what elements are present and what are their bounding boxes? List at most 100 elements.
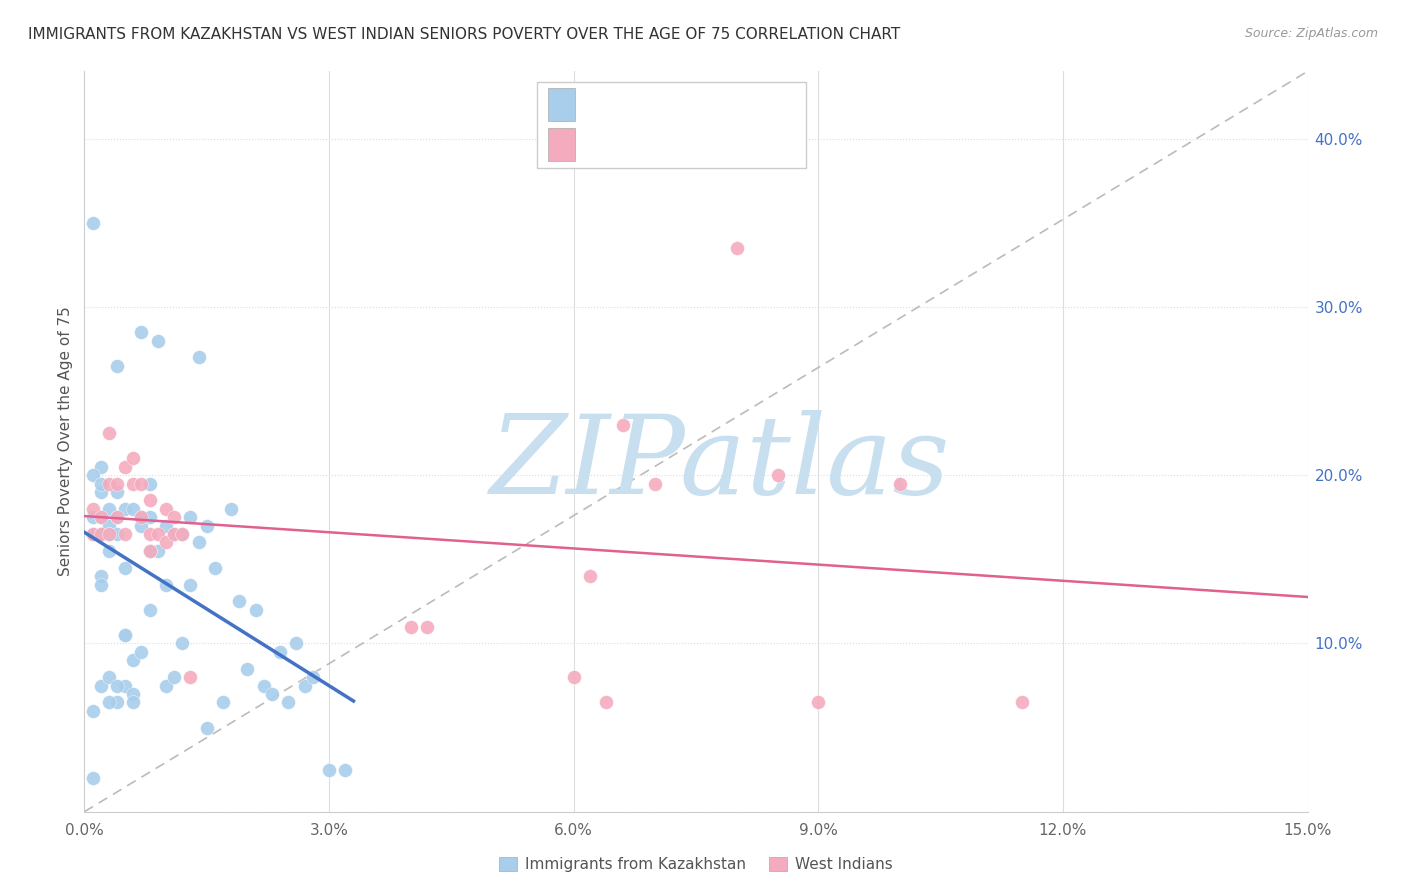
Point xyxy=(187,535,209,549)
Point xyxy=(163,527,186,541)
Point xyxy=(138,510,160,524)
Point xyxy=(416,619,439,633)
Point xyxy=(131,325,153,339)
Point xyxy=(146,334,169,348)
Point xyxy=(138,544,160,558)
Point xyxy=(122,695,145,709)
Point xyxy=(146,544,169,558)
Point xyxy=(195,518,218,533)
Point xyxy=(114,459,136,474)
Point xyxy=(82,468,104,483)
Point xyxy=(155,679,177,693)
Point xyxy=(163,527,186,541)
Point xyxy=(187,351,209,365)
Y-axis label: Seniors Poverty Over the Age of 75: Seniors Poverty Over the Age of 75 xyxy=(58,307,73,576)
Point xyxy=(579,569,602,583)
Point xyxy=(212,695,235,709)
Point xyxy=(807,695,830,709)
Point xyxy=(285,636,308,650)
Text: Source: ZipAtlas.com: Source: ZipAtlas.com xyxy=(1244,27,1378,40)
Point xyxy=(90,527,112,541)
Point xyxy=(122,501,145,516)
Point xyxy=(97,501,120,516)
Point xyxy=(562,670,585,684)
Point xyxy=(97,476,120,491)
Point xyxy=(138,476,160,491)
Point xyxy=(253,679,276,693)
Text: IMMIGRANTS FROM KAZAKHSTAN VS WEST INDIAN SENIORS POVERTY OVER THE AGE OF 75 COR: IMMIGRANTS FROM KAZAKHSTAN VS WEST INDIA… xyxy=(28,27,900,42)
Point xyxy=(335,763,357,777)
Point xyxy=(82,704,104,718)
Point xyxy=(195,721,218,735)
Point xyxy=(90,510,112,524)
Point xyxy=(90,485,112,500)
Point xyxy=(97,544,120,558)
Point xyxy=(105,510,128,524)
Point xyxy=(155,577,177,591)
Point xyxy=(131,476,153,491)
Point xyxy=(90,459,112,474)
Point xyxy=(90,577,112,591)
Point xyxy=(114,501,136,516)
Text: ZIPatlas: ZIPatlas xyxy=(491,410,950,517)
Point xyxy=(90,510,112,524)
Point xyxy=(82,501,104,516)
Point xyxy=(82,510,104,524)
Point xyxy=(301,670,323,684)
Point xyxy=(122,451,145,466)
Point xyxy=(163,670,186,684)
Point xyxy=(90,569,112,583)
Point xyxy=(766,468,789,483)
Point xyxy=(131,518,153,533)
Point xyxy=(138,527,160,541)
Point xyxy=(138,603,160,617)
Point xyxy=(595,695,617,709)
Point xyxy=(90,476,112,491)
Point xyxy=(82,527,104,541)
Point xyxy=(90,679,112,693)
Point xyxy=(82,771,104,785)
Point xyxy=(122,687,145,701)
Point xyxy=(146,527,169,541)
Point xyxy=(114,628,136,642)
Point xyxy=(1011,695,1033,709)
Point xyxy=(318,763,340,777)
Point xyxy=(172,527,194,541)
Point xyxy=(179,670,201,684)
Point xyxy=(269,645,291,659)
Point xyxy=(131,510,153,524)
Point xyxy=(725,241,748,255)
Point xyxy=(204,560,226,574)
Point xyxy=(97,670,120,684)
Point xyxy=(105,359,128,373)
Point xyxy=(138,544,160,558)
Point xyxy=(155,518,177,533)
Point xyxy=(97,426,120,441)
Legend: Immigrants from Kazakhstan, West Indians: Immigrants from Kazakhstan, West Indians xyxy=(494,851,898,878)
Point xyxy=(82,527,104,541)
Point xyxy=(260,687,283,701)
Point xyxy=(179,510,201,524)
Point xyxy=(131,510,153,524)
Point xyxy=(236,662,259,676)
Point xyxy=(105,476,128,491)
Point xyxy=(105,485,128,500)
Point xyxy=(114,560,136,574)
Point xyxy=(114,679,136,693)
Point xyxy=(277,695,299,709)
Point xyxy=(138,493,160,508)
Point xyxy=(105,527,128,541)
Point xyxy=(97,518,120,533)
Point xyxy=(82,216,104,230)
Point xyxy=(105,695,128,709)
Point xyxy=(155,501,177,516)
Point xyxy=(644,476,666,491)
Point xyxy=(114,527,136,541)
Point xyxy=(114,628,136,642)
Point xyxy=(219,501,242,516)
Point xyxy=(90,527,112,541)
Point xyxy=(122,476,145,491)
Point xyxy=(612,417,634,432)
Point xyxy=(245,603,267,617)
Point xyxy=(155,535,177,549)
